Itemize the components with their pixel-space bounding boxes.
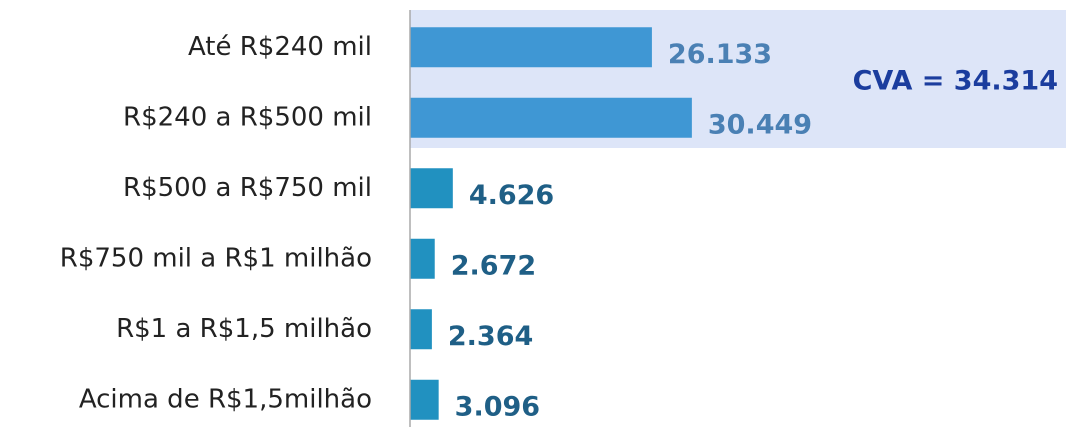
bar [410, 379, 439, 420]
bar [410, 238, 435, 279]
category-label: Até R$240 mil [188, 32, 372, 62]
category-label: R$500 a R$750 mil [123, 173, 372, 203]
value-label: 3.096 [455, 391, 540, 422]
value-label: 26.133 [668, 39, 772, 70]
value-label: 2.364 [448, 321, 533, 352]
value-label: 4.626 [469, 180, 554, 211]
bar [410, 97, 692, 138]
category-label: R$1 a R$1,5 milhão [116, 314, 372, 344]
annotation: CVA = 34.314 [853, 66, 1058, 97]
bar [410, 309, 432, 350]
bar [410, 168, 453, 209]
value-label: 2.672 [451, 250, 536, 281]
value-label: 30.449 [708, 109, 812, 140]
bar [410, 27, 652, 68]
category-label: Acima de R$1,5milhão [79, 384, 372, 414]
category-label: R$750 mil a R$1 milhão [60, 243, 372, 273]
category-label: R$240 a R$500 mil [123, 102, 372, 132]
